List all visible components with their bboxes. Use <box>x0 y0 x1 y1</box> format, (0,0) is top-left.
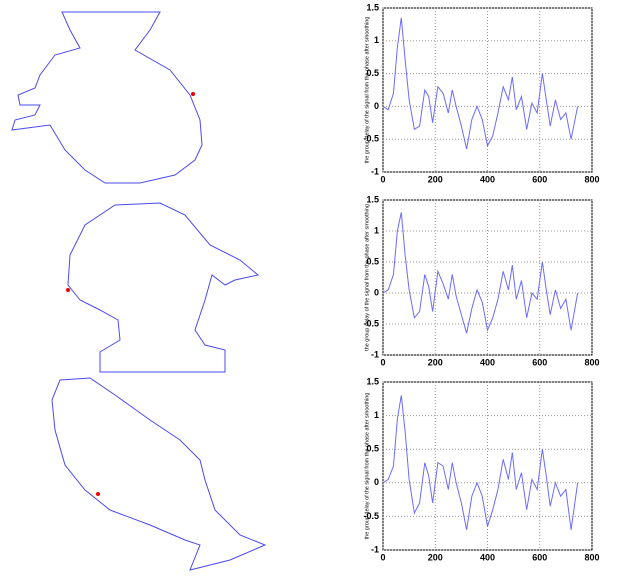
y-tick-label: 1.5 <box>366 194 379 204</box>
y-tick-label: 0 <box>374 101 379 111</box>
x-tick-label: 800 <box>584 552 599 562</box>
y-tick-label: 1 <box>374 35 379 45</box>
y-tick-label: -1 <box>371 544 379 554</box>
shape-outline <box>11 11 203 184</box>
y-axis-label: the group delay of the signal from the p… <box>364 393 370 540</box>
marker <box>191 92 195 96</box>
x-tick-label: 200 <box>428 552 443 562</box>
plot-frame <box>382 199 593 356</box>
x-tick-label: 200 <box>428 357 443 367</box>
y-tick-label: 0.5 <box>366 444 379 454</box>
marker <box>66 288 70 292</box>
x-tick-label: 400 <box>480 174 495 184</box>
y-tick-label: 1 <box>374 225 379 235</box>
y-tick-label: 0.5 <box>366 68 379 78</box>
x-tick-label: 800 <box>584 357 599 367</box>
x-tick-label: 200 <box>428 174 443 184</box>
x-tick-label: 0 <box>380 174 385 184</box>
y-tick-label: 1.5 <box>366 2 379 12</box>
x-tick-label: 800 <box>584 174 599 184</box>
x-tick-label: 600 <box>532 174 547 184</box>
x-tick-label: 600 <box>532 357 547 367</box>
y-axis-label: the group delay of the signal from the p… <box>364 204 370 351</box>
shape-outline <box>67 202 260 373</box>
y-tick-label: -1 <box>371 166 379 176</box>
marker <box>96 492 100 496</box>
y-tick-label: 1 <box>374 410 379 420</box>
y-tick-label: 0 <box>374 477 379 487</box>
y-tick-label: -0.5 <box>363 511 379 521</box>
data-line <box>382 395 579 530</box>
data-line <box>382 212 579 334</box>
y-axis-label: the group delay of the signal from the p… <box>364 17 370 164</box>
y-tick-label: -0.5 <box>363 318 379 328</box>
y-tick-label: 0 <box>374 287 379 297</box>
y-tick-label: 0.5 <box>366 256 379 266</box>
y-tick-label: 1.5 <box>366 376 379 386</box>
shape-outline <box>51 377 267 571</box>
x-tick-label: 0 <box>380 552 385 562</box>
x-tick-label: 0 <box>380 357 385 367</box>
data-line <box>382 17 579 150</box>
y-tick-label: -1 <box>371 349 379 359</box>
x-tick-label: 400 <box>480 552 495 562</box>
x-tick-label: 400 <box>480 357 495 367</box>
y-tick-label: -0.5 <box>363 134 379 144</box>
x-tick-label: 600 <box>532 552 547 562</box>
